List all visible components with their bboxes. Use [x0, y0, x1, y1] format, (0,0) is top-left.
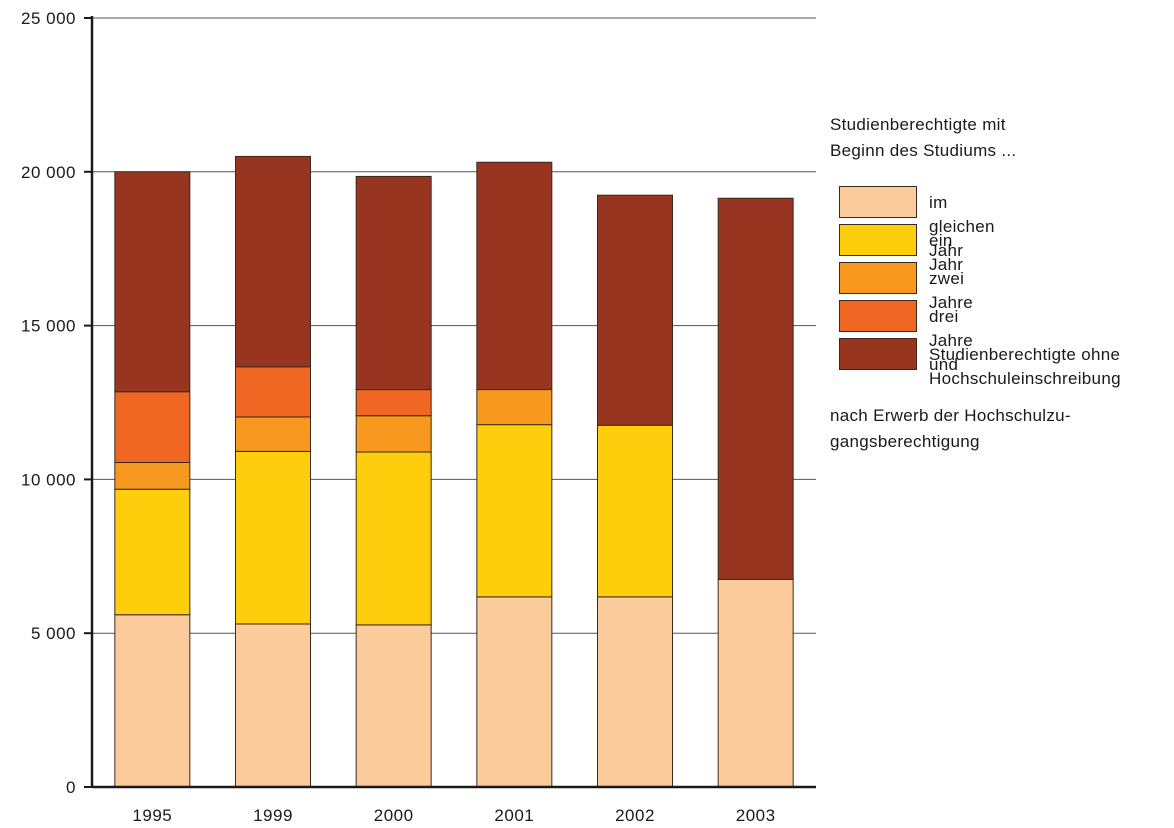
bar-segment: [476, 424, 553, 598]
x-tick-label: 2002: [615, 806, 655, 825]
y-tick-label: 0: [66, 778, 76, 797]
legend-label: drei Jahre und: [929, 307, 974, 374]
bar-segment: [355, 415, 432, 453]
bar-segment: [597, 596, 673, 788]
bar-stack-1995: [114, 171, 191, 788]
bar-segment: [717, 197, 794, 580]
bar-stack-2001: [476, 161, 553, 788]
y-tick-labels: 0 5 000 10 000 15 000 20 000 25 000: [21, 9, 76, 797]
legend-label: im gleichen Jahr: [929, 193, 995, 260]
legend-swatch: [839, 186, 917, 218]
x-tick-label: 2003: [736, 806, 776, 825]
bar-segment: [476, 596, 553, 788]
legend-label: Studienberechtigte ohne Hochschuleinschr…: [929, 345, 1121, 388]
x-tick-label: 1999: [253, 806, 293, 825]
y-tick-label: 15 000: [21, 317, 76, 336]
x-tick-label: 1995: [132, 806, 172, 825]
bar-segment: [476, 161, 553, 391]
bar-segment: [355, 389, 432, 417]
bar-segment: [355, 175, 432, 391]
bar-segment: [717, 578, 794, 788]
bar-stack-2002: [597, 194, 673, 788]
legend-swatch: [839, 338, 917, 370]
bar-segment: [114, 488, 191, 616]
bar-segment: [597, 194, 673, 426]
y-tick-label: 10 000: [21, 470, 76, 489]
bar-segment: [114, 391, 191, 463]
bar-segment: [597, 424, 673, 598]
legend-swatch: [839, 224, 917, 256]
stacked-bar-chart: 0 5 000 10 000 15 000 20 000 25 000 1995 1999 2…: [21, 9, 816, 825]
bar-segment: [355, 624, 432, 788]
bar-segment: [476, 389, 553, 426]
bar-segment: [235, 155, 311, 368]
x-tick-label: 2000: [374, 806, 414, 825]
bar-segment: [114, 461, 191, 490]
legend-swatch: [839, 300, 917, 332]
legend-title: Studienberechtigte mit Beginn des Studiu…: [830, 115, 1017, 160]
y-tick-label: 20 000: [21, 163, 76, 182]
bar-stack-1999: [235, 155, 311, 788]
bar-segment: [355, 451, 432, 626]
axes: [84, 16, 816, 789]
legend-label: ein Jahr: [929, 231, 964, 274]
x-tick-label: 2001: [494, 806, 534, 825]
gridlines: [92, 17, 816, 634]
bar-stack-2003: [717, 197, 794, 788]
bar-segment: [235, 366, 311, 418]
bar-segment: [235, 623, 311, 788]
bar-stack-2000: [355, 175, 432, 788]
bars: [114, 155, 794, 788]
bar-segment: [235, 450, 311, 625]
legend-swatch: [839, 262, 917, 294]
y-tick-label: 25 000: [21, 9, 76, 28]
legend-label: zwei Jahre: [929, 269, 974, 312]
legend: Studienberechtigte mit Beginn des Studiu…: [830, 112, 1170, 451]
x-tick-labels: 1995 1999 2000 2001 2002 2003: [132, 806, 775, 825]
y-tick-label: 5 000: [31, 624, 76, 643]
bar-segment: [235, 416, 311, 452]
bar-segment: [114, 171, 191, 393]
legend-note: nach Erwerb der Hochschulzu- gangsberech…: [830, 406, 1071, 451]
bar-segment: [114, 614, 191, 788]
